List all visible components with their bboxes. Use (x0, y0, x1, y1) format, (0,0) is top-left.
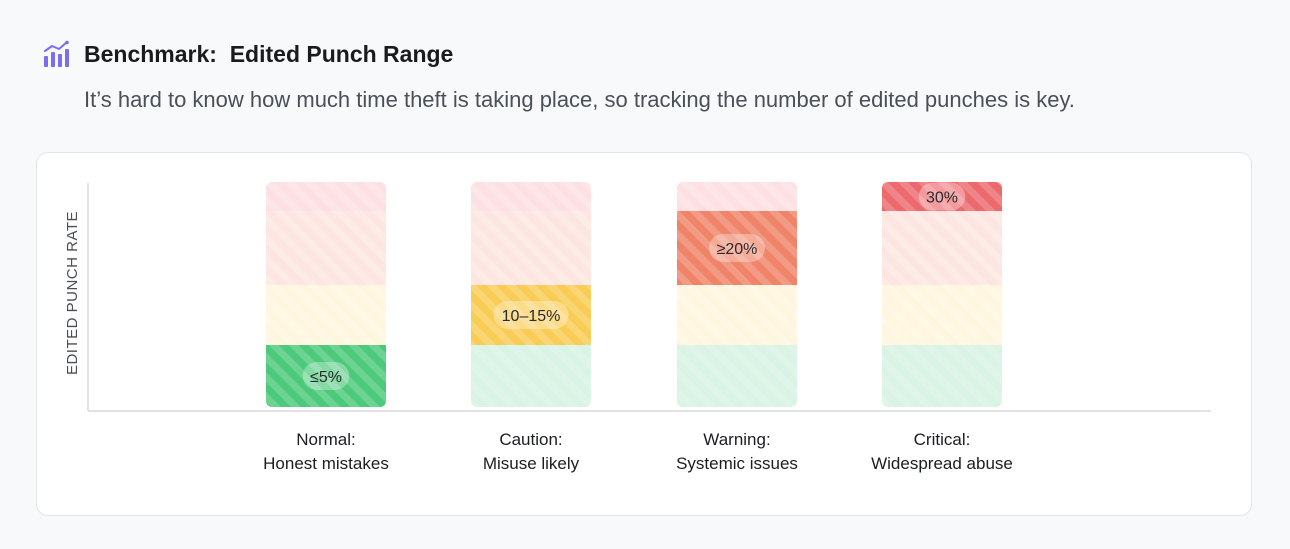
chart-subtitle: It’s hard to know how much time theft is… (84, 87, 1075, 112)
band-stripe-overlay (882, 285, 1002, 345)
band-stripe-overlay (882, 345, 1002, 407)
value-pill (918, 182, 966, 211)
category-label-line1: Normal: (296, 430, 356, 449)
value-pill (493, 301, 569, 329)
band-stripe-overlay (677, 211, 797, 285)
benchmark-column (471, 182, 591, 407)
benchmark-column (677, 182, 797, 407)
value-pill (709, 234, 765, 262)
band-stripe-overlay (471, 182, 591, 211)
band-stripe-overlay (677, 182, 797, 211)
band-stripe-overlay (266, 345, 386, 407)
chart-card: EDITED PUNCH RATE ≤5% Normal: Honest mista… (36, 152, 1252, 516)
band-stripe-overlay (471, 211, 591, 285)
band-stripe-overlay (266, 285, 386, 345)
category-label-line2: Misuse likely (483, 454, 580, 473)
value-pill (302, 362, 350, 390)
benchmark-chart: EDITED PUNCH RATE ≤5% Normal: Honest mista… (64, 182, 1211, 473)
band-stripe-overlay (882, 182, 1002, 211)
band-stripe-overlay (471, 345, 591, 407)
band-stripe-overlay (677, 345, 797, 407)
y-axis-label: EDITED PUNCH RATE (64, 211, 81, 375)
band-stripe-overlay (266, 211, 386, 285)
category-label-line1: Caution: (499, 430, 562, 449)
benchmark-column (266, 182, 386, 407)
band-stripe-overlay (677, 285, 797, 345)
category-label-line2: Widespread abuse (871, 454, 1013, 473)
category-label-line1: Warning: (703, 430, 770, 449)
benchmark-column (882, 182, 1002, 407)
value-label: ≥20% (717, 241, 758, 258)
value-label: 10–15% (502, 308, 561, 325)
band-stripe-overlay (266, 182, 386, 211)
category-label-line2: Systemic issues (676, 454, 798, 473)
chart-title: Benchmark: Edited Punch Range (84, 40, 454, 67)
bar-chart-trend-icon (44, 40, 69, 67)
chart-axes: EDITED PUNCH RATE (64, 183, 1211, 412)
category-label-line2: Honest mistakes (263, 454, 389, 473)
chart-header: Benchmark: Edited Punch Range (42, 40, 453, 68)
value-label: 30% (926, 190, 958, 207)
band-stripe-overlay (471, 285, 591, 345)
category-label-line1: Critical: (914, 430, 971, 449)
value-label: ≤5% (310, 369, 342, 386)
band-stripe-overlay (882, 211, 1002, 285)
